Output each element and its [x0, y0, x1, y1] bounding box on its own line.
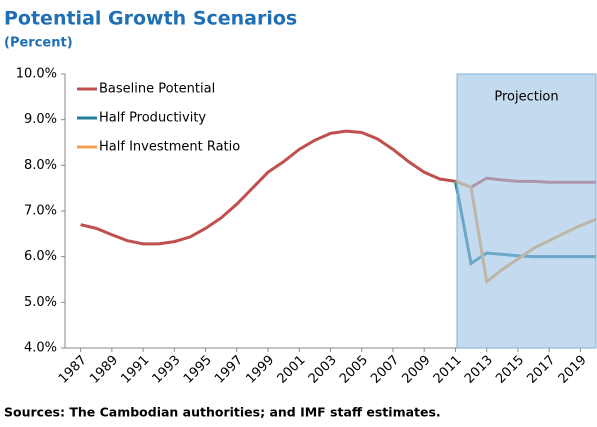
y-tick-label: 10.0% — [16, 67, 57, 82]
x-tick-label: 2009 — [400, 353, 434, 387]
chart-subtitle: (Percent) — [4, 36, 73, 51]
y-tick-label: 7.0% — [24, 204, 57, 219]
x-tick-label: 2003 — [306, 353, 340, 387]
x-tick-label: 2015 — [493, 353, 527, 387]
x-tick-label: 2019 — [556, 353, 590, 387]
y-tick-label: 5.0% — [24, 295, 57, 310]
x-tick-label: 1997 — [212, 353, 246, 387]
x-tick-label: 1999 — [243, 353, 277, 387]
x-tick-label: 2001 — [275, 353, 309, 387]
projection-shade — [456, 73, 597, 349]
x-tick-label: 1991 — [118, 353, 152, 387]
source-note: Sources: The Cambodian authorities; and … — [4, 405, 441, 420]
y-tick-label: 9.0% — [24, 112, 57, 127]
x-tick-label: 1993 — [150, 353, 184, 387]
x-tick-label: 2013 — [462, 353, 496, 387]
legend-label: Baseline Potential — [99, 82, 215, 97]
y-tick-label: 8.0% — [24, 158, 57, 173]
legend-label: Half Productivity — [99, 111, 206, 126]
projection-label: Projection — [494, 90, 558, 105]
chart-title: Potential Growth Scenarios — [4, 8, 297, 30]
x-tick-label: 1987 — [56, 353, 90, 387]
x-tick-label: 2011 — [431, 353, 465, 387]
y-tick-label: 4.0% — [24, 341, 57, 356]
legend-label: Half Investment Ratio — [99, 140, 240, 155]
x-tick-label: 2005 — [337, 353, 371, 387]
y-tick-label: 6.0% — [24, 249, 57, 264]
x-tick-label: 1995 — [181, 353, 215, 387]
x-tick-label: 2007 — [368, 353, 402, 387]
x-tick-label: 2017 — [524, 353, 558, 387]
x-tick-label: 1989 — [87, 353, 121, 387]
